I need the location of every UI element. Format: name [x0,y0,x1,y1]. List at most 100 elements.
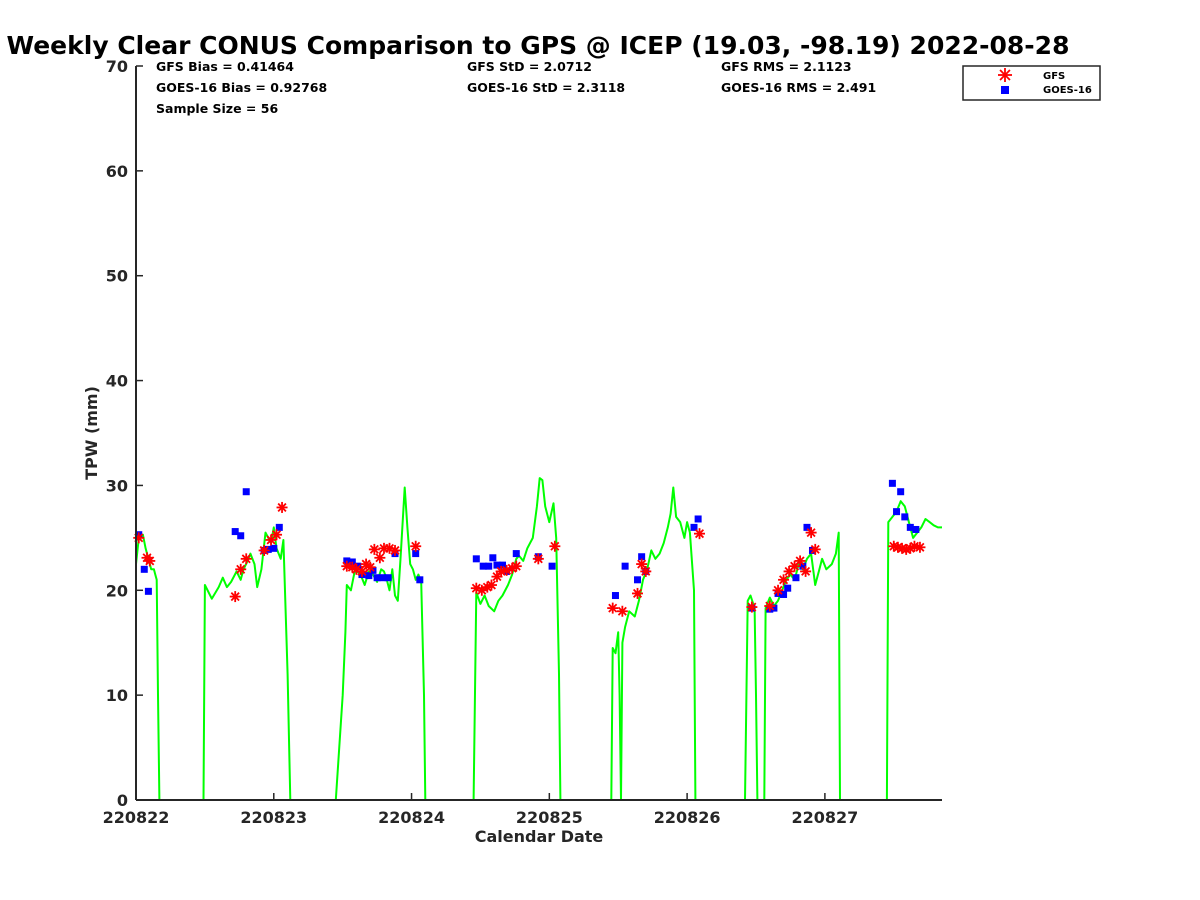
gps-series-line [472,477,562,801]
gfs-point [510,560,522,572]
gfs-point [800,565,812,577]
goes16-point [479,562,487,570]
gfs-point [549,540,561,552]
goes16-point [912,525,920,533]
gfs-point [778,574,790,586]
gps-series-line [610,486,697,801]
x-tick-label: 220823 [240,808,307,827]
goes16-point [384,574,392,582]
goes-rms-text: GOES-16 RMS = 2.491 [721,80,876,95]
gfs-point [532,553,544,565]
goes16-point [144,587,152,595]
y-tick-label: 60 [106,162,128,181]
gfs-point [764,600,776,612]
goes16-point [611,592,619,600]
goes16-point [275,523,283,531]
goes16-point [264,545,272,553]
y-axis-label: TPW (mm) [82,386,101,480]
goes16-point [694,515,702,523]
gfs-std-text: GFS StD = 2.0712 [467,59,592,74]
legend-gfs-label: GFS [1043,71,1065,82]
goes16-point [634,576,642,584]
x-axis-label: Calendar Date [475,827,604,846]
goes16-point [808,546,816,554]
gfs-point [235,563,247,575]
gfs-bias-text: GFS Bias = 0.41464 [156,59,294,74]
gfs-point [276,501,288,513]
goes16-point [498,561,506,569]
gfs-point [607,602,619,614]
goes16-point [365,572,373,580]
goes16-point [412,550,420,558]
y-axis-ticks: 0 10 20 30 40 50 60 70 [106,57,143,810]
legend-box [962,65,1101,101]
gfs-point [809,543,821,555]
goes16-point [354,562,362,570]
goes16-point [893,508,901,516]
gfs-point [410,540,422,552]
y-tick-label: 40 [106,372,128,391]
gfs-point [374,552,386,564]
x-tick-label: 220822 [103,808,170,827]
gps-series-line [763,531,841,801]
y-tick-label: 50 [106,267,128,286]
gfs-point [616,605,628,617]
legend-goes-label: GOES-16 [1043,85,1092,96]
goes16-point [621,562,629,570]
x-tick-label: 220824 [378,808,445,827]
gfs-point [350,563,362,575]
goes16-point [799,562,807,570]
stats-block: GFS Bias = 0.41464 GOES-16 Bias = 0.9276… [156,59,876,116]
goes16-point [792,574,800,582]
plot-area [133,477,942,801]
chart-title: Weekly Clear CONUS Comparison to GPS @ I… [7,31,1070,60]
x-tick-label: 220827 [791,808,858,827]
goes16-point [897,488,905,496]
gfs-point [133,532,145,544]
gfs-point [485,579,497,591]
goes16-point [548,562,556,570]
gfs-point [144,555,156,567]
gps-series-line [744,594,759,801]
goes16-point [231,528,239,536]
y-tick-label: 0 [117,791,128,810]
x-tick-label: 220825 [516,808,583,827]
gfs-point [389,544,401,556]
goes16-point [512,550,520,558]
gfs-rms-text: GFS RMS = 2.1123 [721,59,852,74]
goes16-point [784,584,792,592]
goes16-point [416,576,424,584]
y-tick-label: 30 [106,476,128,495]
legend: GFS GOES-16 [962,65,1101,101]
goes16-point [690,523,698,531]
gps-series-line [202,526,292,801]
gps-series-line [135,533,161,801]
gfs-point [356,565,368,577]
goes16-point [770,604,778,612]
legend-gfs-asterisk-icon [998,68,1012,82]
goes16-point [140,565,148,573]
gfs-point [794,555,806,567]
goes16-point [493,561,501,569]
gfs-point [364,561,376,573]
gfs-point [271,529,283,541]
gfs-point [772,584,784,596]
y-tick-label: 10 [106,686,128,705]
goes16-point [242,488,250,496]
goes16-point [485,562,493,570]
y-tick-label: 70 [106,57,128,76]
goes16-point [489,554,497,562]
goes16-point [901,513,909,521]
gfs-point [805,527,817,539]
gfs-point [368,543,380,555]
y-tick-label: 20 [106,581,128,600]
goes16-point [379,574,387,582]
gfs-point [240,553,252,565]
gfs-point [632,587,644,599]
goes16-point [780,590,788,598]
legend-gfs-asterisk [998,68,1012,82]
gfs-point [258,544,270,556]
goes-bias-text: GOES-16 Bias = 0.92768 [156,80,327,95]
goes16-point [472,555,480,563]
